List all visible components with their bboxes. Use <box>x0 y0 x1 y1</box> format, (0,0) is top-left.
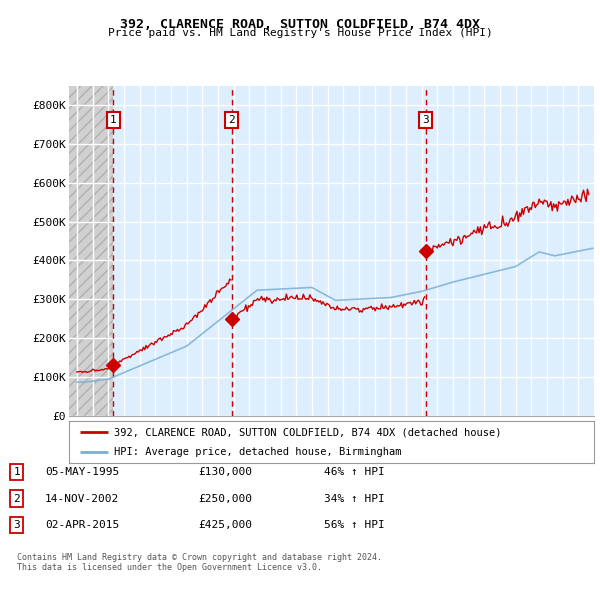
Text: £130,000: £130,000 <box>198 467 252 477</box>
Text: 1: 1 <box>110 115 117 125</box>
Text: 02-APR-2015: 02-APR-2015 <box>45 520 119 530</box>
Text: Contains HM Land Registry data © Crown copyright and database right 2024.: Contains HM Land Registry data © Crown c… <box>17 553 382 562</box>
Text: This data is licensed under the Open Government Licence v3.0.: This data is licensed under the Open Gov… <box>17 563 322 572</box>
Text: 05-MAY-1995: 05-MAY-1995 <box>45 467 119 477</box>
Text: 56% ↑ HPI: 56% ↑ HPI <box>324 520 385 530</box>
Text: £250,000: £250,000 <box>198 494 252 503</box>
Text: 2: 2 <box>13 494 20 503</box>
Bar <box>69 86 113 416</box>
Text: £425,000: £425,000 <box>198 520 252 530</box>
Text: 3: 3 <box>13 520 20 530</box>
Text: 1: 1 <box>13 467 20 477</box>
Text: 392, CLARENCE ROAD, SUTTON COLDFIELD, B74 4DX (detached house): 392, CLARENCE ROAD, SUTTON COLDFIELD, B7… <box>113 427 501 437</box>
Text: 2: 2 <box>228 115 235 125</box>
Bar <box>69 86 113 416</box>
Text: 34% ↑ HPI: 34% ↑ HPI <box>324 494 385 503</box>
Text: 14-NOV-2002: 14-NOV-2002 <box>45 494 119 503</box>
Text: HPI: Average price, detached house, Birmingham: HPI: Average price, detached house, Birm… <box>113 447 401 457</box>
Text: 3: 3 <box>422 115 429 125</box>
Text: 392, CLARENCE ROAD, SUTTON COLDFIELD, B74 4DX: 392, CLARENCE ROAD, SUTTON COLDFIELD, B7… <box>120 18 480 31</box>
Text: 46% ↑ HPI: 46% ↑ HPI <box>324 467 385 477</box>
Text: Price paid vs. HM Land Registry's House Price Index (HPI): Price paid vs. HM Land Registry's House … <box>107 28 493 38</box>
